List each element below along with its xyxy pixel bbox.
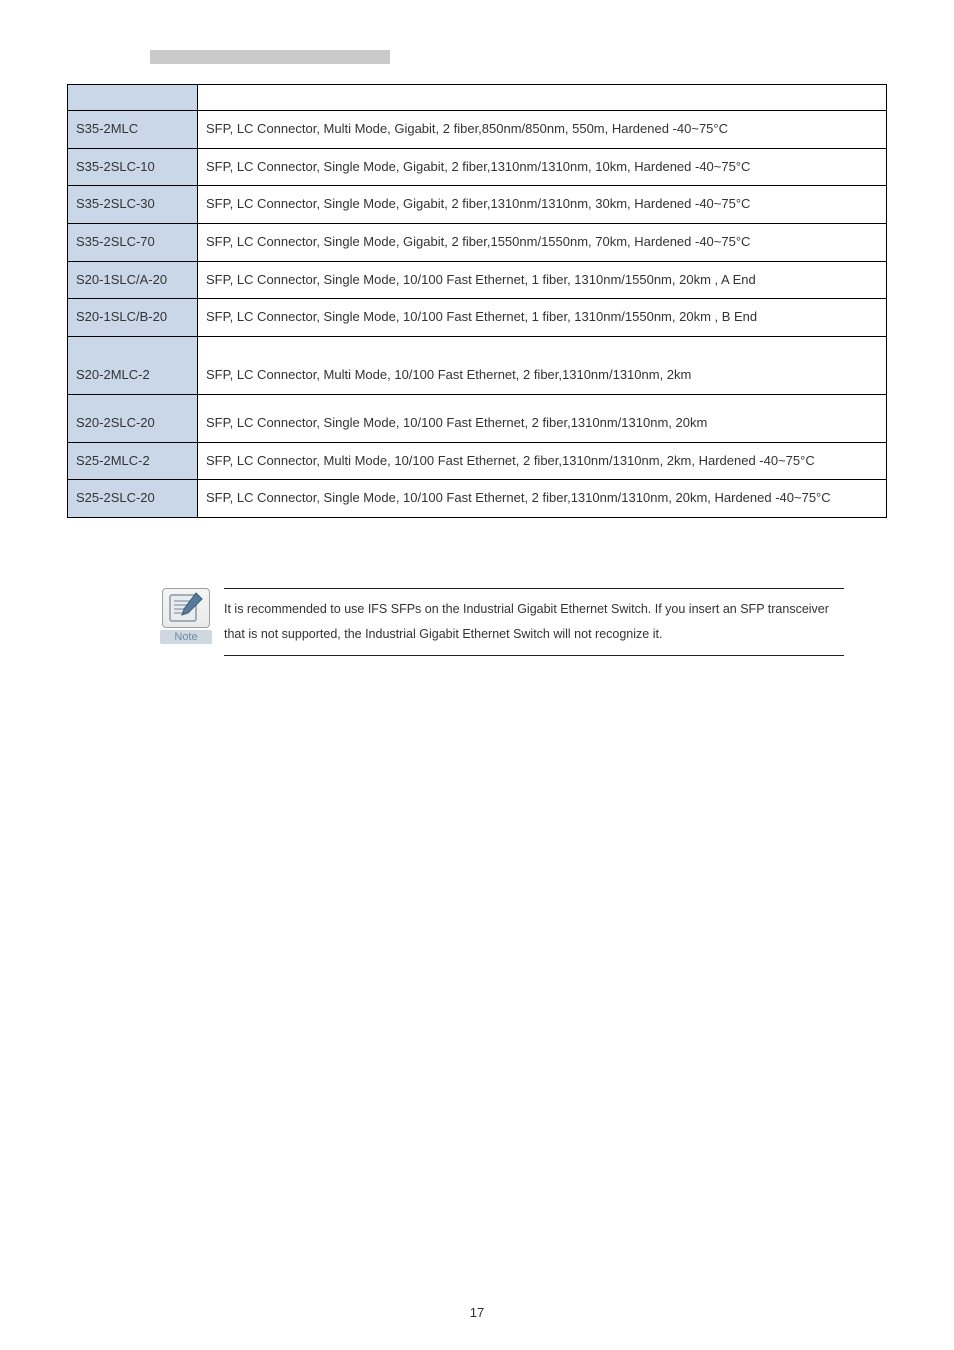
table-row: S35-2SLC-70 SFP, LC Connector, Single Mo… (68, 224, 887, 262)
desc-cell: SFP, LC Connector, Single Mode, Gigabit,… (198, 186, 887, 224)
model-cell: S20-1SLC/A-20 (68, 261, 198, 299)
desc-cell: SFP, LC Connector, Single Mode, Gigabit,… (198, 224, 887, 262)
desc-cell: SFP, LC Connector, Single Mode, 10/100 F… (198, 394, 887, 442)
model-cell (68, 85, 198, 111)
table-row: S20-1SLC/B-20 SFP, LC Connector, Single … (68, 299, 887, 337)
table-row (68, 85, 887, 111)
note-label: Note (160, 630, 212, 644)
sfp-table: S35-2MLC SFP, LC Connector, Multi Mode, … (67, 84, 887, 518)
table-row: S20-2MLC-2 SFP, LC Connector, Multi Mode… (68, 337, 887, 395)
model-cell: S25-2SLC-20 (68, 480, 198, 518)
table-row: S35-2SLC-30 SFP, LC Connector, Single Mo… (68, 186, 887, 224)
table-row: S20-2SLC-20 SFP, LC Connector, Single Mo… (68, 394, 887, 442)
sfp-table-body: S35-2MLC SFP, LC Connector, Multi Mode, … (68, 85, 887, 518)
notepad-icon (162, 588, 210, 628)
note-text: It is recommended to use IFS SFPs on the… (224, 588, 844, 656)
model-cell: S35-2MLC (68, 111, 198, 149)
desc-cell: SFP, LC Connector, Multi Mode, 10/100 Fa… (198, 442, 887, 480)
model-cell: S25-2MLC-2 (68, 442, 198, 480)
page-number: 17 (0, 1305, 954, 1320)
model-cell: S35-2SLC-30 (68, 186, 198, 224)
header-rule (150, 50, 390, 64)
desc-cell: SFP, LC Connector, Single Mode, 10/100 F… (198, 480, 887, 518)
model-cell: S20-2MLC-2 (68, 337, 198, 395)
table-row: S25-2SLC-20 SFP, LC Connector, Single Mo… (68, 480, 887, 518)
table-row: S35-2SLC-10 SFP, LC Connector, Single Mo… (68, 148, 887, 186)
model-cell: S20-1SLC/B-20 (68, 299, 198, 337)
table-row: S25-2MLC-2 SFP, LC Connector, Multi Mode… (68, 442, 887, 480)
table-row: S35-2MLC SFP, LC Connector, Multi Mode, … (68, 111, 887, 149)
desc-cell: SFP, LC Connector, Single Mode, Gigabit,… (198, 148, 887, 186)
model-cell: S20-2SLC-20 (68, 394, 198, 442)
desc-cell: SFP, LC Connector, Single Mode, 10/100 F… (198, 261, 887, 299)
table-row: S20-1SLC/A-20 SFP, LC Connector, Single … (68, 261, 887, 299)
model-cell: S35-2SLC-10 (68, 148, 198, 186)
desc-cell: SFP, LC Connector, Single Mode, 10/100 F… (198, 299, 887, 337)
model-cell: S35-2SLC-70 (68, 224, 198, 262)
note-icon: Note (160, 588, 212, 644)
note-block: Note It is recommended to use IFS SFPs o… (60, 588, 894, 656)
desc-cell: SFP, LC Connector, Multi Mode, Gigabit, … (198, 111, 887, 149)
desc-cell (198, 85, 887, 111)
desc-cell: SFP, LC Connector, Multi Mode, 10/100 Fa… (198, 337, 887, 395)
